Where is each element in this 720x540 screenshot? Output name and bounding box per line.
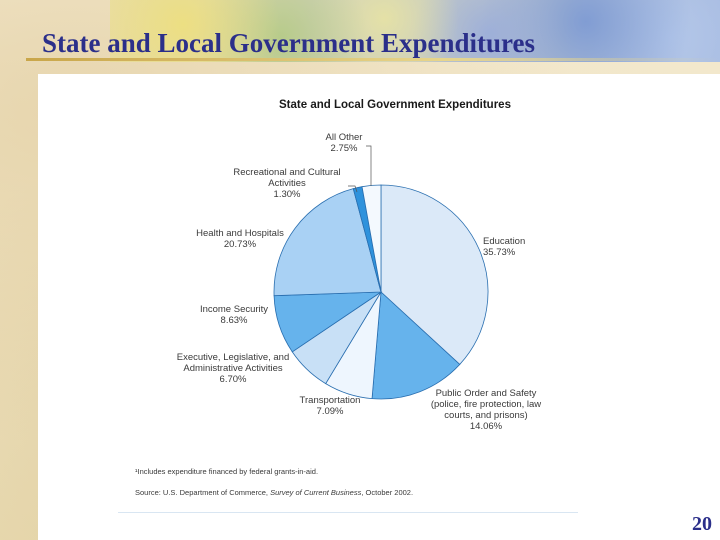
- slice-label: Education 35.73%: [483, 236, 525, 258]
- slice-label: Transportation 7.09%: [300, 395, 361, 417]
- pie-slice: [361, 184, 382, 293]
- pie-slice: [371, 291, 461, 400]
- footer-divider: [118, 512, 578, 513]
- chart-footnote: ¹Includes expenditure financed by federa…: [135, 467, 318, 476]
- pie-slice: [380, 184, 489, 366]
- page-number: 20: [692, 513, 712, 535]
- slice-label: All Other 2.75%: [326, 132, 363, 154]
- title-underline: [26, 58, 720, 61]
- chart-footnote: Source: U.S. Department of Commerce, Sur…: [135, 488, 413, 497]
- slice-label: Income Security 8.63%: [200, 304, 268, 326]
- slide-title: State and Local Government Expenditures: [42, 28, 536, 58]
- slice-label: Public Order and Safety (police, fire pro…: [431, 388, 541, 432]
- chart-title: State and Local Government Expenditures: [279, 99, 511, 111]
- leader-line: [366, 145, 372, 186]
- slice-label: Recreational and Cultural Activities 1.30%: [233, 167, 340, 200]
- pie-slice: [273, 188, 382, 297]
- leader-line: [348, 185, 358, 193]
- floral-header-decoration: [110, 0, 720, 62]
- slice-label: Health and Hospitals 20.73%: [196, 228, 284, 250]
- slice-label: Executive, Legislative, and Administrativ…: [177, 352, 289, 385]
